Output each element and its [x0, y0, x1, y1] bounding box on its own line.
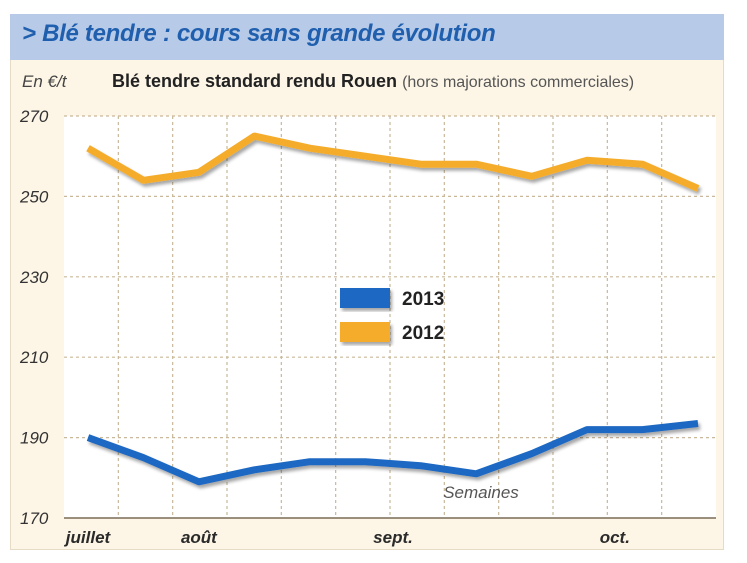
x-tick-label: juillet: [64, 528, 112, 547]
x-axis-label: Semaines: [443, 483, 519, 502]
legend-swatch: [340, 288, 390, 308]
y-tick-label: 170: [20, 509, 49, 528]
y-axis-ticks: 170 190 210 230 250 270: [19, 107, 49, 528]
title-bar: [10, 14, 724, 60]
series-line-2013: [86, 420, 699, 486]
x-tick-label: sept.: [373, 528, 413, 547]
y-tick-label: 250: [19, 187, 49, 206]
x-tick-label: août: [181, 528, 218, 547]
series-line-2012: [86, 132, 700, 192]
chart-title: > Blé tendre : cours sans grande évoluti…: [22, 20, 496, 47]
grid: [64, 115, 716, 519]
y-tick-label: 210: [19, 348, 49, 367]
y-tick-label: 270: [19, 107, 49, 126]
y-tick-label: 230: [19, 268, 49, 287]
legend-label: 2012: [402, 323, 444, 344]
unit-label: En €/t: [22, 72, 67, 91]
legend-label: 2013: [402, 289, 444, 310]
x-axis-month-labels: juillet août sept. oct.: [64, 528, 630, 547]
series-lines: [86, 132, 700, 486]
x-tick-label: oct.: [600, 528, 630, 547]
subtitle-main: Blé tendre standard rendu Rouen: [112, 71, 398, 91]
legend-swatch: [340, 322, 390, 342]
y-tick-label: 190: [20, 429, 49, 448]
legend: 2013 2012: [340, 288, 444, 344]
subtitle-note: (hors majorations commerciales): [402, 74, 635, 91]
chart-subtitle: Blé tendre standard rendu Rouen (hors ma…: [112, 71, 634, 92]
